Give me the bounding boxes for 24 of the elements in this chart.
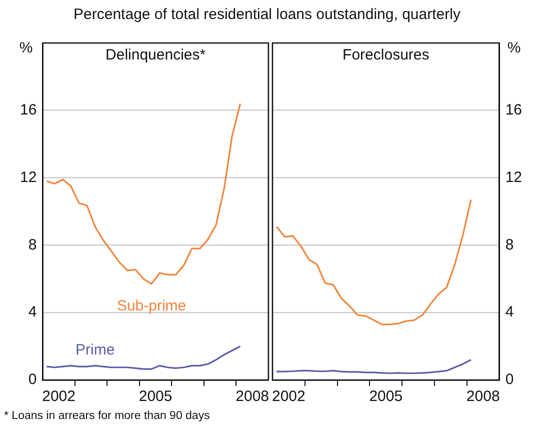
- text: * Loans in arrears for more than 90 days: [4, 410, 210, 422]
- y2-tick-label: 0: [505, 371, 514, 388]
- y2-tick-label: 4: [505, 304, 514, 321]
- series-label: Prime: [76, 341, 115, 358]
- x-tick-label: 2008: [466, 388, 500, 406]
- y2-tick-label: 8: [505, 236, 514, 254]
- y-tick-label: 8: [28, 236, 37, 254]
- x-tick-label: 2002: [272, 388, 306, 406]
- x-tick-label: 2005: [369, 388, 403, 406]
- series-label: Sub-prime: [116, 298, 186, 315]
- x-tick-label: 2005: [138, 388, 172, 406]
- y2-tick-label: 16: [505, 102, 522, 119]
- text: Percentage of total residential loans outstanding, quarterly: [72, 6, 462, 23]
- y-tick-label: 12: [20, 168, 37, 186]
- y-axis-title: %: [19, 40, 33, 57]
- x-tick-label: 2008: [236, 388, 270, 406]
- y-tick-label: 16: [20, 102, 37, 119]
- y-tick-label: 0: [28, 371, 37, 388]
- chart-title: Foreclosures: [342, 46, 430, 64]
- y2-tick-label: 12: [505, 168, 522, 186]
- x-tick-label: 2002: [42, 388, 76, 406]
- y2-axis-title: %: [507, 40, 521, 57]
- chart-title: Delinquencies*: [106, 46, 206, 64]
- y-tick-label: 4: [28, 304, 37, 321]
